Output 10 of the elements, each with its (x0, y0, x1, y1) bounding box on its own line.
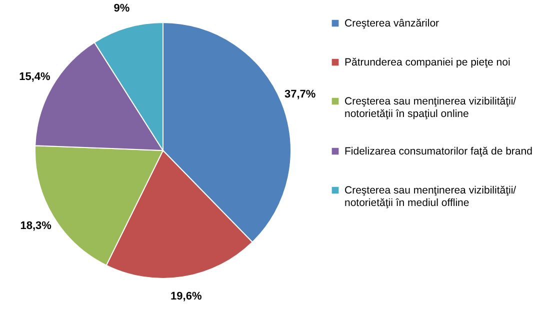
legend-label: Creşterea sau menţinerea vizibilităţii/ notorietăţii în mediul offline (344, 184, 516, 209)
legend-label: Creşterea vânzărilor (344, 17, 440, 30)
data-label: 18,3% (20, 220, 52, 232)
data-label: 9% (114, 2, 130, 14)
legend-label: Creşterea sau menţinerea vizibilităţii/ notorietăţii în spaţiul online (344, 95, 516, 120)
data-label: 37,7% (284, 88, 316, 101)
data-label: 19,6% (170, 290, 202, 303)
legend-label: Fidelizarea consumatorilor faţă de brand (344, 145, 533, 158)
legend-label: Pătrunderea companiei pe pieţe noi (344, 56, 510, 68)
data-label: 15,4% (19, 70, 50, 83)
